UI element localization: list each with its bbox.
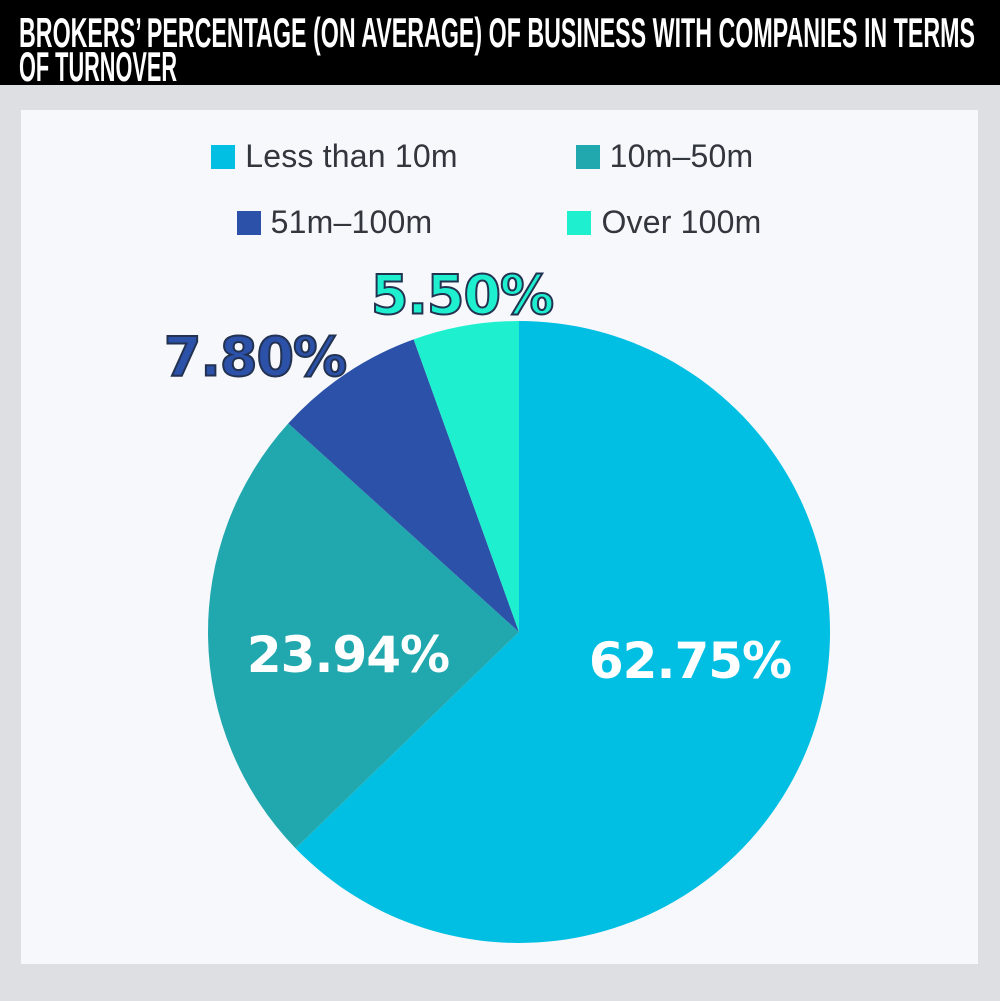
legend-label-less-than-10m: Less than 10m [245,138,458,174]
legend: Less than 10m 10m–50m 51m–100m Over 100m [170,138,830,241]
legend-item-51m-100m: 51m–100m [170,204,500,241]
chart-panel: Less than 10m 10m–50m 51m–100m Over 100m… [21,110,978,964]
legend-item-less-than-10m: Less than 10m [170,138,500,175]
pie-slice-2 [288,339,519,632]
chart-title: BROKERS’ PERCENTAGE (ON AVERAGE) OF BUSI… [19,9,975,85]
slice-label-over-100m: 5.50% [370,263,555,328]
chart-title-line-2: OF TURNOVER [19,43,177,85]
pie-chart-svg [207,321,830,944]
legend-swatch-51m-100m [236,210,261,235]
slice-label-10m-50m: 23.94% [246,626,450,684]
legend-label-51m-100m: 51m–100m [270,204,433,240]
chart-title-bar: BROKERS’ PERCENTAGE (ON AVERAGE) OF BUSI… [0,0,1000,85]
chart-title-line-1: BROKERS’ PERCENTAGE (ON AVERAGE) OF BUSI… [19,9,975,56]
legend-swatch-over-100m [567,210,592,235]
legend-swatch-less-than-10m [211,144,236,169]
pie-chart [207,321,830,944]
pie-slice-0 [295,321,830,944]
pie-slice-1 [207,423,520,849]
legend-swatch-10m-50m [575,144,600,169]
pie-slice-3 [413,321,519,632]
slice-label-less-than-10m: 62.75% [588,632,792,690]
legend-item-10m-50m: 10m–50m [500,138,830,175]
legend-label-over-100m: Over 100m [601,204,762,240]
legend-item-over-100m: Over 100m [500,204,830,241]
legend-label-10m-50m: 10m–50m [609,138,754,174]
slice-label-51m-100m: 7.80% [163,325,348,390]
